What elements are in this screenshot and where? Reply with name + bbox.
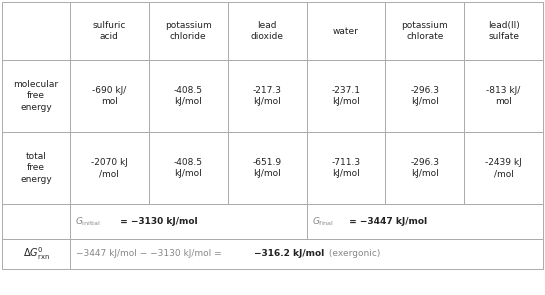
Text: -296.3
kJ/mol: -296.3 kJ/mol (410, 158, 439, 178)
Bar (306, 2, 385, 60)
Text: = −3447 kJ/mol: = −3447 kJ/mol (347, 217, 428, 226)
Text: potassium
chloride: potassium chloride (165, 21, 211, 41)
Text: lead(II)
sulfate: lead(II) sulfate (488, 21, 519, 41)
Text: −316.2 kJ/mol: −316.2 kJ/mol (254, 250, 324, 258)
Bar (2, 2, 70, 60)
Bar (70, 132, 149, 204)
Text: -217.3
kJ/mol: -217.3 kJ/mol (252, 86, 282, 106)
Text: (exergonic): (exergonic) (326, 250, 380, 258)
Text: potassium
chlorate: potassium chlorate (401, 21, 448, 41)
Bar (2, 60, 70, 132)
Bar (385, 60, 464, 132)
Bar (228, 60, 306, 132)
Bar (306, 204, 543, 239)
Bar (464, 2, 543, 60)
Text: -2070 kJ
/mol: -2070 kJ /mol (91, 158, 128, 178)
Bar (306, 60, 385, 132)
Text: $\Delta G^0_{\mathrm{rxn}}$: $\Delta G^0_{\mathrm{rxn}}$ (22, 246, 50, 262)
Text: -237.1
kJ/mol: -237.1 kJ/mol (331, 86, 360, 106)
Bar (385, 2, 464, 60)
Text: -2439 kJ
/mol: -2439 kJ /mol (485, 158, 522, 178)
Bar (149, 60, 228, 132)
Bar (70, 239, 543, 269)
Text: -813 kJ/
mol: -813 kJ/ mol (487, 86, 520, 106)
Bar (464, 132, 543, 204)
Text: water: water (333, 27, 359, 35)
Text: -651.9
kJ/mol: -651.9 kJ/mol (252, 158, 282, 178)
Bar (70, 60, 149, 132)
Bar (2, 132, 70, 204)
Text: -296.3
kJ/mol: -296.3 kJ/mol (410, 86, 439, 106)
Bar (70, 2, 149, 60)
Text: = −3130 kJ/mol: = −3130 kJ/mol (117, 217, 198, 226)
Text: −3447 kJ/mol − −3130 kJ/mol =: −3447 kJ/mol − −3130 kJ/mol = (76, 250, 225, 258)
Text: -408.5
kJ/mol: -408.5 kJ/mol (174, 86, 203, 106)
Bar (306, 132, 385, 204)
Bar (228, 2, 306, 60)
Text: -408.5
kJ/mol: -408.5 kJ/mol (174, 158, 203, 178)
Text: sulfuric
acid: sulfuric acid (93, 21, 126, 41)
Bar (149, 2, 228, 60)
Bar (385, 132, 464, 204)
Bar (2, 204, 70, 239)
Bar (149, 132, 228, 204)
Bar (2, 239, 70, 269)
Text: -711.3
kJ/mol: -711.3 kJ/mol (331, 158, 360, 178)
Text: lead
dioxide: lead dioxide (251, 21, 283, 41)
Bar (70, 204, 306, 239)
Text: -690 kJ/
mol: -690 kJ/ mol (92, 86, 126, 106)
Text: total
free
energy: total free energy (20, 153, 52, 183)
Text: $G_{\mathrm{final}}$: $G_{\mathrm{final}}$ (312, 215, 334, 228)
Text: molecular
free
energy: molecular free energy (14, 81, 58, 112)
Text: $G_{\mathrm{initial}}$: $G_{\mathrm{initial}}$ (75, 215, 101, 228)
Bar (228, 132, 306, 204)
Bar (464, 60, 543, 132)
